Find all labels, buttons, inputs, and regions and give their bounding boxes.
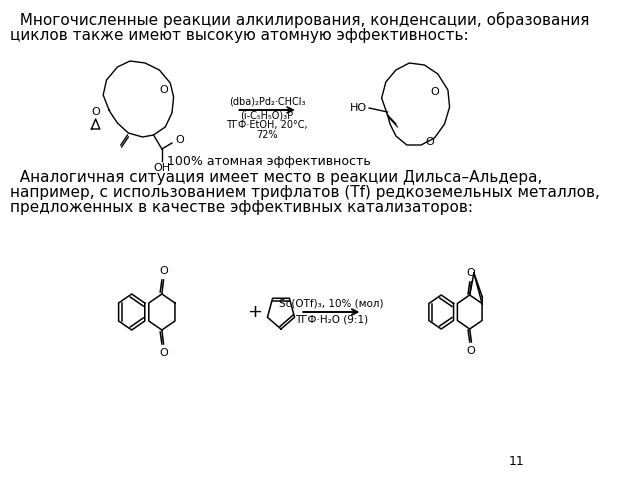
- Text: O: O: [159, 266, 168, 276]
- Text: Sc(OTf)₃, 10% (мол): Sc(OTf)₃, 10% (мол): [279, 299, 383, 309]
- Text: (i-C₅H₅O)₃P: (i-C₅H₅O)₃P: [241, 111, 294, 121]
- Text: ТГФ·EtOH, 20°C,: ТГФ·EtOH, 20°C,: [227, 120, 308, 130]
- Text: O: O: [466, 346, 475, 356]
- Text: O: O: [425, 137, 434, 147]
- Text: Многочисленные реакции алкилирования, конденсации, образования: Многочисленные реакции алкилирования, ко…: [10, 12, 589, 28]
- Text: например, с использованием трифлатов (Tf) редкоземельных металлов,: например, с использованием трифлатов (Tf…: [10, 185, 600, 200]
- Text: предложенных в качестве эффективных катализаторов:: предложенных в качестве эффективных ката…: [10, 200, 473, 215]
- Text: O: O: [159, 348, 168, 358]
- Text: циклов также имеют высокую атомную эффективность:: циклов также имеют высокую атомную эффек…: [10, 28, 468, 43]
- Text: O: O: [159, 85, 168, 95]
- Text: +: +: [246, 303, 262, 321]
- Text: O: O: [92, 107, 100, 117]
- Text: OH: OH: [154, 163, 170, 173]
- Text: O: O: [175, 135, 184, 145]
- Text: 11: 11: [509, 455, 524, 468]
- FancyArrowPatch shape: [303, 309, 357, 315]
- Text: 100% атомная эффективность: 100% атомная эффективность: [166, 155, 371, 168]
- Text: O: O: [430, 87, 439, 97]
- Text: O: O: [466, 268, 475, 278]
- Text: Аналогичная ситуация имеет место в реакции Дильса–Альдера,: Аналогичная ситуация имеет место в реакц…: [10, 170, 543, 185]
- FancyArrowPatch shape: [239, 107, 293, 113]
- Text: (dba)₂Pd₂·CHCl₃: (dba)₂Pd₂·CHCl₃: [229, 97, 305, 107]
- Text: HO: HO: [350, 103, 367, 113]
- Text: 72%: 72%: [257, 130, 278, 140]
- Text: ТГФ·H₂O (9:1): ТГФ·H₂O (9:1): [295, 315, 368, 325]
